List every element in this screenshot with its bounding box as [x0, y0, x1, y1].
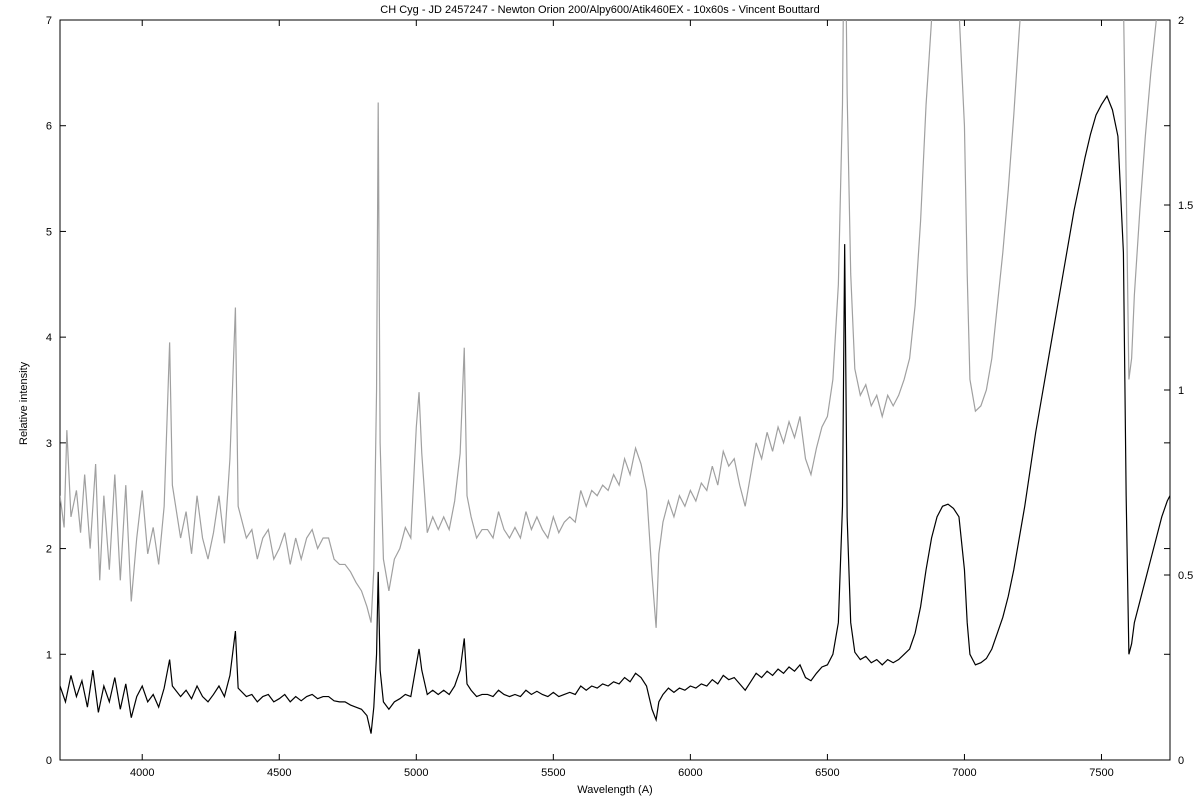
y-axis-label: Relative intensity: [18, 362, 30, 445]
series-gray: [60, 0, 1170, 628]
svg-text:4: 4: [46, 332, 52, 344]
svg-text:0: 0: [46, 755, 52, 767]
svg-text:2: 2: [46, 544, 52, 556]
svg-text:0: 0: [1178, 755, 1184, 767]
series-black: [60, 96, 1170, 733]
svg-text:5000: 5000: [404, 767, 428, 779]
svg-text:7500: 7500: [1089, 767, 1113, 779]
svg-text:1: 1: [1178, 385, 1184, 397]
svg-text:1.5: 1.5: [1178, 200, 1193, 212]
svg-text:6000: 6000: [678, 767, 702, 779]
svg-text:5500: 5500: [541, 767, 565, 779]
svg-text:7: 7: [46, 15, 52, 27]
svg-text:0.5: 0.5: [1178, 570, 1193, 582]
spectrum-plot: 0 1 2 3 4 5 6 7 0 0.5 1 1.5 2 4000 4500 5000 5500 6000 650…: [0, 0, 1200, 800]
svg-text:7000: 7000: [952, 767, 976, 779]
svg-text:6: 6: [46, 121, 52, 133]
svg-text:6500: 6500: [815, 767, 839, 779]
svg-text:2: 2: [1178, 15, 1184, 27]
svg-text:5: 5: [46, 226, 52, 238]
svg-text:1: 1: [46, 649, 52, 661]
svg-text:4000: 4000: [130, 767, 154, 779]
svg-text:3: 3: [46, 438, 52, 450]
svg-text:4500: 4500: [267, 767, 291, 779]
x-axis-label: Wavelength (A): [60, 784, 1170, 796]
chart-container: CH Cyg - JD 2457247 - Newton Orion 200/A…: [0, 0, 1200, 800]
